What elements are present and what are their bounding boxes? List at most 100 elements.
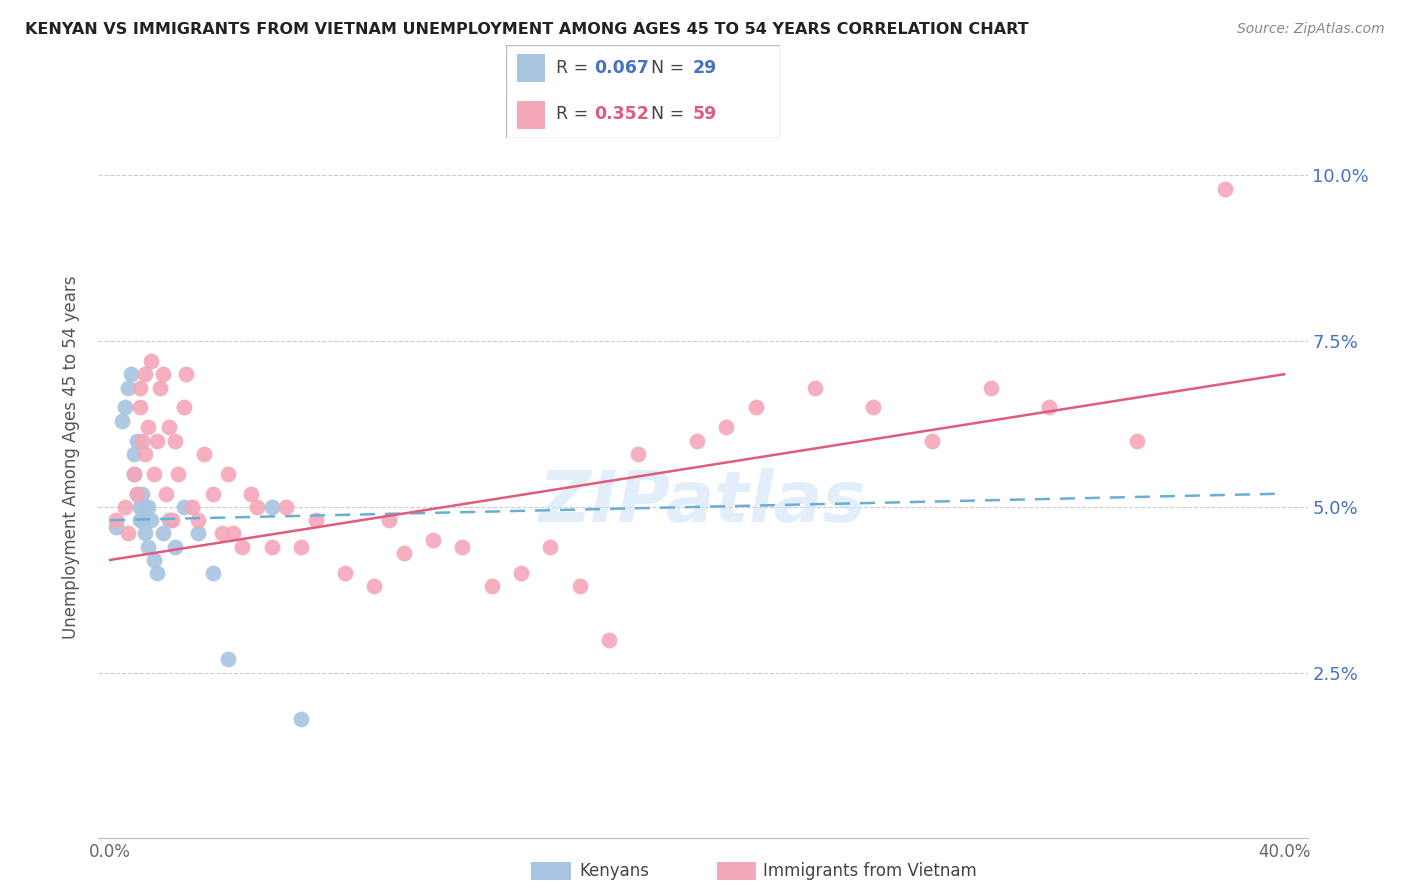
- Point: [157, 420, 180, 434]
- Point: [1215, 181, 1237, 195]
- Point: [181, 500, 204, 514]
- Text: KENYAN VS IMMIGRANTS FROM VIETNAM UNEMPLOYMENT AMONG AGES 45 TO 54 YEARS CORRELA: KENYAN VS IMMIGRANTS FROM VIETNAM UNEMPL…: [25, 22, 1029, 37]
- Point: [131, 486, 153, 500]
- Point: [686, 434, 709, 448]
- Text: R =: R =: [555, 60, 593, 78]
- Point: [131, 434, 153, 448]
- Point: [131, 513, 153, 527]
- Text: Kenyans: Kenyans: [579, 863, 650, 880]
- Text: 29: 29: [693, 60, 717, 78]
- Point: [141, 513, 163, 527]
- Point: [105, 520, 128, 534]
- Point: [510, 566, 533, 581]
- Point: [260, 540, 283, 554]
- Point: [166, 467, 188, 481]
- Text: N =: N =: [651, 105, 690, 123]
- Point: [163, 434, 186, 448]
- Point: [149, 380, 172, 394]
- Point: [128, 401, 150, 415]
- Bar: [517, 54, 544, 82]
- Point: [122, 467, 145, 481]
- Point: [122, 467, 145, 481]
- Point: [862, 401, 884, 415]
- Point: [451, 540, 474, 554]
- Point: [201, 486, 224, 500]
- Point: [117, 526, 139, 541]
- Point: [125, 434, 148, 448]
- Text: N =: N =: [651, 60, 690, 78]
- Point: [114, 500, 136, 514]
- Bar: [517, 101, 544, 129]
- Point: [105, 513, 128, 527]
- Point: [1038, 401, 1060, 415]
- Point: [211, 526, 233, 541]
- Point: [378, 513, 401, 527]
- Point: [122, 447, 145, 461]
- Point: [128, 513, 150, 527]
- Point: [217, 467, 239, 481]
- Point: [134, 526, 156, 541]
- Text: Source: ZipAtlas.com: Source: ZipAtlas.com: [1237, 22, 1385, 37]
- Point: [117, 380, 139, 394]
- Point: [134, 500, 156, 514]
- Point: [141, 354, 163, 368]
- Point: [157, 513, 180, 527]
- Point: [136, 420, 159, 434]
- Point: [231, 540, 253, 554]
- Point: [173, 401, 195, 415]
- Point: [125, 486, 148, 500]
- Point: [128, 500, 150, 514]
- Point: [598, 632, 620, 647]
- Point: [143, 467, 166, 481]
- Point: [136, 500, 159, 514]
- Point: [136, 540, 159, 554]
- Point: [980, 380, 1002, 394]
- Point: [111, 414, 134, 428]
- Point: [146, 434, 169, 448]
- Point: [716, 420, 738, 434]
- Point: [290, 712, 312, 726]
- Point: [134, 447, 156, 461]
- Point: [146, 566, 169, 581]
- Point: [201, 566, 224, 581]
- Point: [246, 500, 269, 514]
- Point: [125, 486, 148, 500]
- Point: [160, 513, 183, 527]
- Point: [290, 540, 312, 554]
- Point: [187, 513, 209, 527]
- Point: [187, 526, 209, 541]
- Point: [481, 579, 503, 593]
- Point: [276, 500, 298, 514]
- Point: [163, 540, 186, 554]
- Point: [422, 533, 444, 547]
- Point: [392, 546, 415, 560]
- Point: [128, 380, 150, 394]
- Point: [745, 401, 768, 415]
- Point: [568, 579, 591, 593]
- Point: [217, 652, 239, 666]
- Text: 0.352: 0.352: [593, 105, 648, 123]
- Point: [152, 526, 174, 541]
- Point: [120, 368, 142, 382]
- Text: ZIPatlas: ZIPatlas: [540, 468, 866, 537]
- Point: [222, 526, 245, 541]
- Point: [304, 513, 326, 527]
- Y-axis label: Unemployment Among Ages 45 to 54 years: Unemployment Among Ages 45 to 54 years: [62, 276, 80, 639]
- Point: [152, 368, 174, 382]
- Point: [921, 434, 943, 448]
- Point: [134, 368, 156, 382]
- Point: [333, 566, 356, 581]
- Text: 0.067: 0.067: [593, 60, 648, 78]
- Point: [363, 579, 385, 593]
- Point: [193, 447, 215, 461]
- Point: [240, 486, 263, 500]
- Point: [260, 500, 283, 514]
- Point: [173, 500, 195, 514]
- Point: [143, 553, 166, 567]
- Point: [538, 540, 561, 554]
- Text: R =: R =: [555, 105, 593, 123]
- Point: [114, 401, 136, 415]
- Point: [627, 447, 650, 461]
- Text: 59: 59: [693, 105, 717, 123]
- Text: Immigrants from Vietnam: Immigrants from Vietnam: [763, 863, 977, 880]
